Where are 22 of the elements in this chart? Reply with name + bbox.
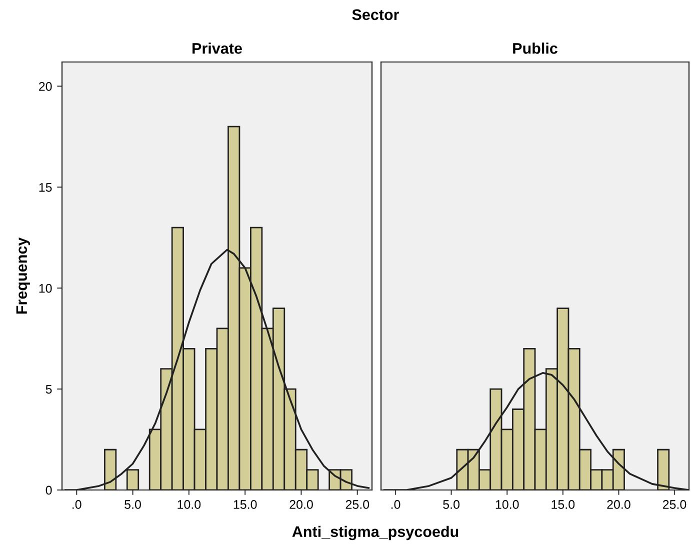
text: Sector <box>352 9 400 20</box>
x-tick-label: 5.0 <box>443 500 460 509</box>
y-tick-label: 0 <box>46 486 52 495</box>
y-axis-title: Frequency <box>16 237 30 314</box>
y-tick-label: 10 <box>39 284 52 293</box>
x-tick-label: 15.0 <box>552 500 575 509</box>
chart-title: Private <box>192 42 242 54</box>
y-tick-label: 5 <box>46 384 52 394</box>
y-tick-label: 15 <box>39 183 52 192</box>
x-tick-label: 5.0 <box>124 500 141 509</box>
x-axis-title: Anti_stigma_psycoedu <box>292 526 458 540</box>
x-tick-label: 15.0 <box>234 500 257 509</box>
x-tick-label: .0 <box>391 500 400 509</box>
x-tick-label: .0 <box>72 500 82 509</box>
x-tick-label: 10.0 <box>178 500 201 509</box>
x-tick-label: 25.0 <box>346 500 370 509</box>
y-tick-label: 20 <box>39 82 52 91</box>
chart-title: Public <box>513 42 558 54</box>
x-tick-label: 25.0 <box>662 500 686 509</box>
x-tick-label: 20.0 <box>290 500 313 509</box>
x-tick-label: 20.0 <box>607 500 630 509</box>
x-tick-label: 10.0 <box>496 500 519 509</box>
